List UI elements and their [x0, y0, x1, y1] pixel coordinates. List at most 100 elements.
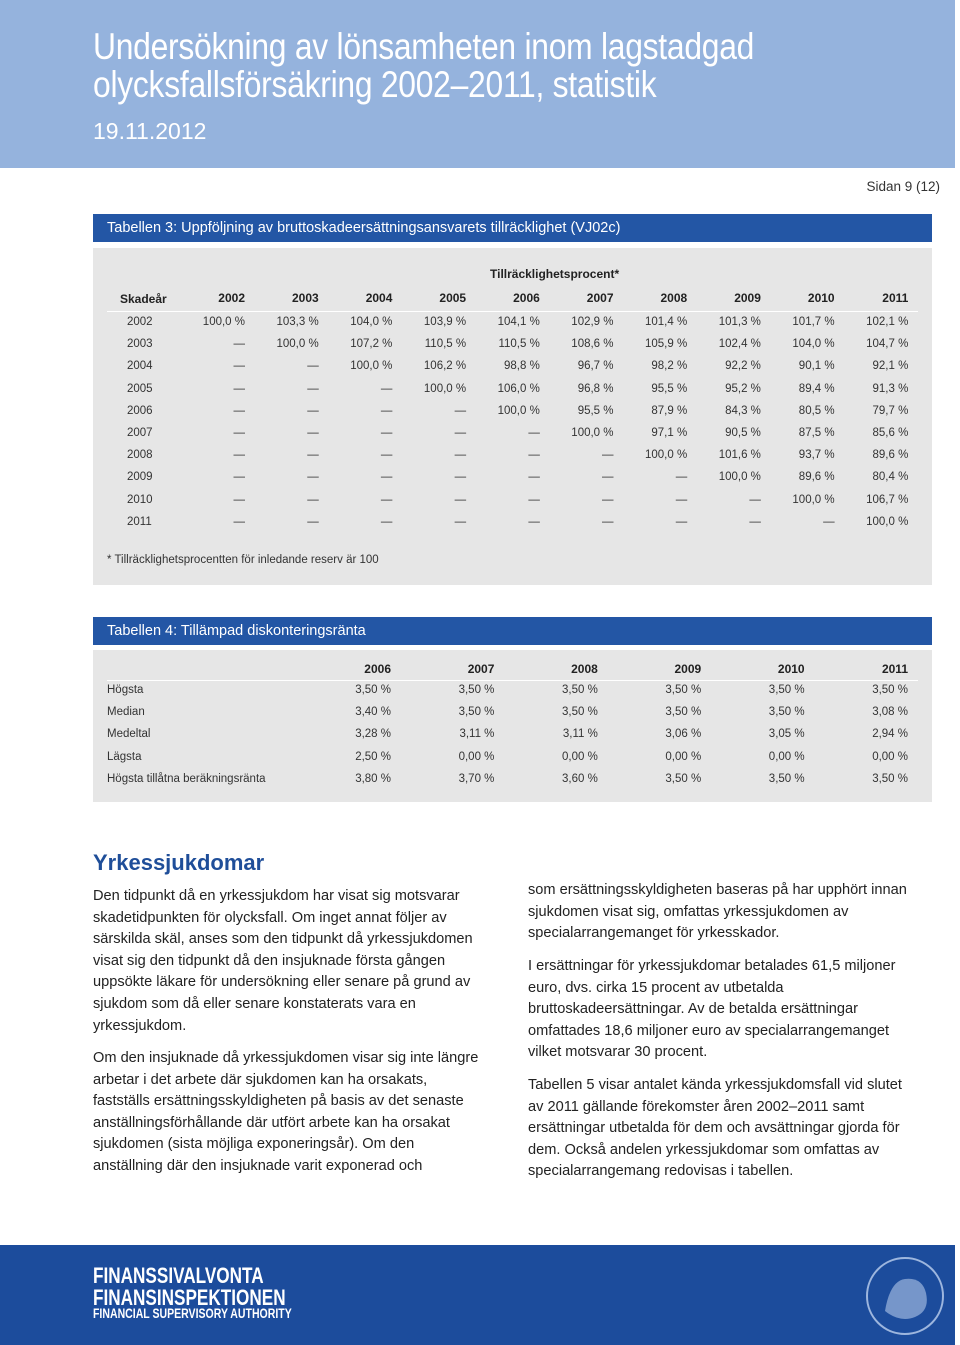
cell: —: [380, 404, 393, 417]
row-label: 2006: [127, 404, 153, 417]
cell: —: [675, 515, 688, 528]
cell: 3,11 %: [562, 728, 598, 741]
cell: 3,08 %: [872, 706, 908, 719]
row-label: 2005: [127, 382, 153, 395]
column-header: 2005: [439, 291, 467, 305]
cell: 3,50 %: [355, 684, 391, 696]
cell: 98,2 %: [651, 360, 688, 373]
page-number: Sidan 9 (12): [866, 179, 940, 194]
cell: 3,11 %: [459, 728, 495, 741]
cell: 102,9 %: [571, 316, 614, 328]
cell: 95,2 %: [725, 382, 761, 395]
cell: 105,9 %: [645, 338, 688, 351]
column-header: 2006: [364, 662, 391, 676]
cell: 3,50 %: [665, 772, 702, 785]
cell: —: [380, 493, 393, 506]
cell: 3,40 %: [355, 706, 391, 719]
cell: 3,50 %: [768, 772, 805, 785]
cell: 93,7 %: [798, 449, 835, 462]
cell: —: [602, 493, 614, 506]
cell: 97,1 %: [651, 427, 688, 439]
footnote: * Tillräcklighetsprocentten för inledand…: [107, 554, 379, 566]
cell: 106,7 %: [866, 493, 909, 506]
column-header: 2008: [660, 291, 688, 305]
cell: 91,3 %: [872, 382, 909, 395]
cell: —: [380, 471, 393, 484]
cell: 80,4 %: [872, 471, 909, 484]
cell: 104,1 %: [497, 316, 540, 328]
cell: 104,0 %: [350, 316, 393, 328]
cell: 3,50 %: [458, 684, 495, 696]
cell: 3,50 %: [665, 706, 702, 719]
cell: —: [380, 382, 393, 395]
cell: 103,9 %: [423, 316, 467, 328]
cell: —: [602, 449, 614, 462]
cell: 3,60 %: [562, 772, 598, 785]
cell: 107,2 %: [350, 338, 393, 351]
cell: —: [307, 449, 319, 462]
row-label: Högsta tillåtna beräkningsränta: [107, 772, 266, 785]
column-header: 2008: [571, 662, 598, 676]
cell: —: [380, 427, 393, 439]
cell: 100,0 %: [202, 316, 245, 328]
header-band: [0, 0, 955, 168]
cell: —: [380, 515, 393, 528]
row-label: Median: [107, 706, 145, 719]
cell: 104,7 %: [866, 338, 909, 351]
table-title-bar: Tabellen 3: Uppföljning av bruttoskadeer…: [93, 214, 932, 242]
cell: 2,94 %: [872, 728, 908, 741]
section-heading: Yrkessjukdomar: [93, 850, 265, 875]
column-header: 2007: [467, 662, 495, 676]
cell: —: [233, 493, 246, 506]
cell: 0,00 %: [458, 750, 495, 763]
cell: 106,2 %: [423, 360, 467, 373]
row-label: 2008: [127, 449, 153, 462]
cell: —: [233, 404, 246, 417]
row-label: Medeltal: [107, 728, 151, 741]
cell: —: [233, 338, 246, 351]
cell: —: [307, 360, 319, 373]
cell: 3,50 %: [768, 684, 805, 696]
column-header: 2011: [881, 662, 908, 676]
cell: 3,80 %: [355, 772, 391, 785]
cell: —: [528, 493, 540, 506]
cell: 89,6 %: [798, 471, 835, 484]
cell: —: [749, 515, 761, 528]
cell: —: [233, 515, 246, 528]
cell: 101,4 %: [645, 316, 688, 328]
header-rule: [107, 311, 918, 312]
row-label: 2004: [127, 360, 153, 373]
cell: 101,6 %: [718, 449, 761, 462]
cell: 103,3 %: [276, 316, 319, 328]
cell: —: [823, 515, 835, 528]
cell: —: [749, 493, 761, 506]
cell: 89,6 %: [872, 449, 909, 462]
paragraph: som ersättningsskyldigheten baseras på h…: [528, 882, 907, 942]
paragraph: Om den insjuknade då yrkessjukdomen visa…: [93, 1050, 479, 1174]
cell: —: [307, 382, 319, 395]
row-label: 2002: [127, 316, 153, 328]
row-label: 2010: [127, 493, 153, 506]
cell: 95,5 %: [577, 404, 614, 417]
footer-band: [0, 1245, 955, 1345]
cell: 100,0 %: [276, 338, 319, 351]
row-label: 2007: [127, 427, 153, 439]
header-rule: [107, 680, 918, 681]
column-header: 2010: [777, 662, 805, 676]
logo-text: FINANSINSPEKTIONEN: [93, 1285, 286, 1310]
cell: 106,0 %: [497, 382, 540, 395]
cell: 3,50 %: [872, 772, 908, 785]
cell: —: [454, 515, 467, 528]
cell: 0,00 %: [872, 750, 908, 763]
column-header: 2003: [292, 291, 319, 305]
cell: 85,6 %: [872, 427, 909, 439]
cell: —: [602, 515, 614, 528]
column-header: 2004: [365, 291, 393, 305]
row-label: 2011: [127, 515, 152, 528]
column-header: 2007: [586, 291, 614, 305]
cell: 84,3 %: [725, 404, 761, 417]
cell: 100,0 %: [571, 427, 614, 439]
cell: —: [675, 493, 688, 506]
cell: 0,00 %: [562, 750, 598, 763]
